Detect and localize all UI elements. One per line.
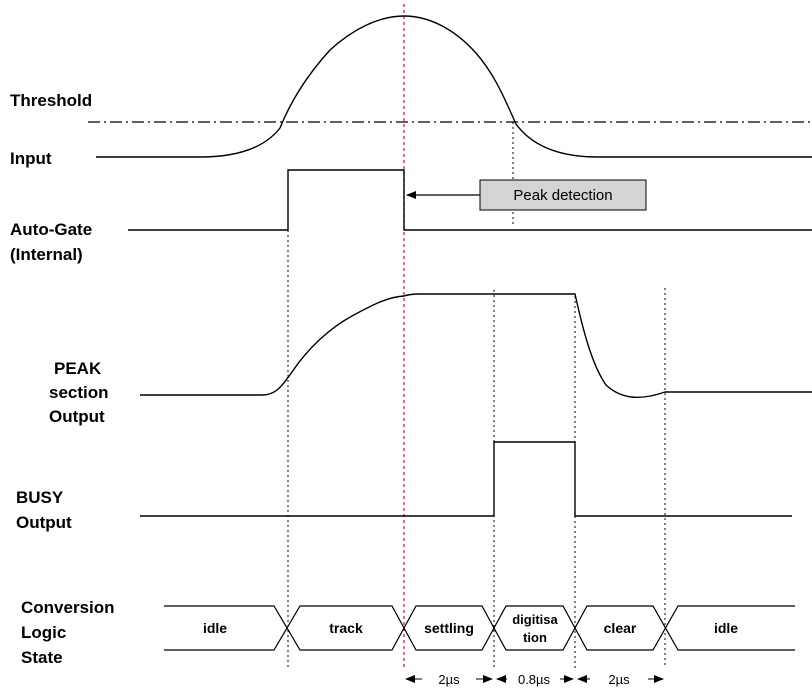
state-settling: settling bbox=[424, 620, 474, 636]
timing-clear: 2µs bbox=[608, 672, 630, 687]
threshold-label: Threshold bbox=[10, 91, 92, 110]
conversion-label-2: Logic bbox=[21, 623, 66, 642]
peak-detection-callout bbox=[479, 179, 647, 211]
state-digitisation-2: tion bbox=[523, 630, 547, 645]
peak-output-waveform bbox=[140, 293, 812, 399]
input-label: Input bbox=[10, 149, 52, 168]
peak-detection-text: Peak detection bbox=[513, 187, 612, 204]
busy-label-1: BUSY bbox=[16, 488, 64, 507]
state-idle-1: idle bbox=[203, 620, 227, 636]
state-idle-2: idle bbox=[714, 620, 738, 636]
timing-digitisation: 0.8µs bbox=[518, 672, 551, 687]
conversion-label-1: Conversion bbox=[21, 598, 115, 617]
state-clear: clear bbox=[604, 620, 637, 636]
auto-gate-label-sub: (Internal) bbox=[10, 245, 83, 264]
busy-output-waveform bbox=[140, 441, 792, 517]
conversion-label-3: State bbox=[21, 648, 63, 667]
busy-label-2: Output bbox=[16, 513, 72, 532]
timing-settling: 2µs bbox=[438, 672, 460, 687]
state-track: track bbox=[329, 620, 363, 636]
state-digitisation-1: digitisa bbox=[512, 612, 558, 627]
auto-gate-waveform bbox=[128, 169, 812, 231]
peak-label-3: Output bbox=[49, 407, 105, 426]
peak-label-2: section bbox=[49, 383, 109, 402]
state-bus bbox=[164, 605, 795, 651]
auto-gate-label: Auto-Gate bbox=[10, 220, 92, 239]
input-waveform bbox=[96, 15, 812, 158]
peak-label-1: PEAK bbox=[54, 359, 102, 378]
